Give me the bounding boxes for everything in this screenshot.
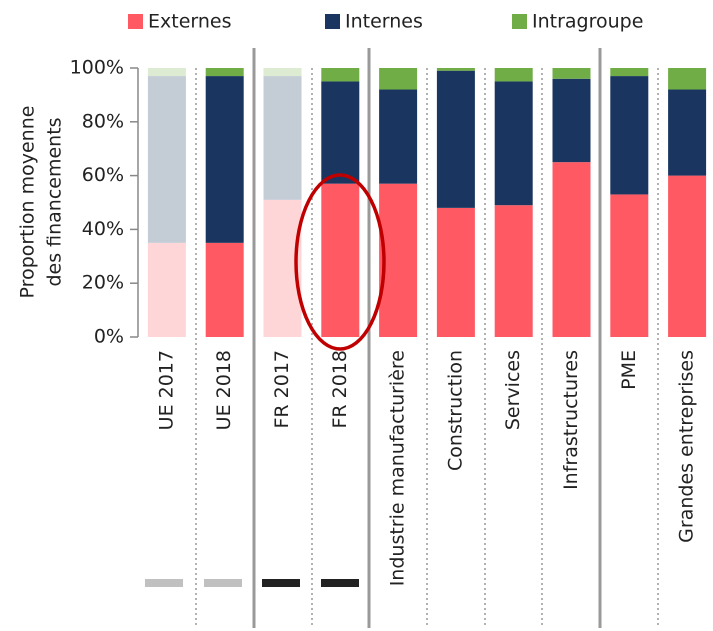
bar-segment bbox=[205, 242, 244, 337]
marker bbox=[204, 579, 242, 587]
bar-segment bbox=[379, 89, 418, 184]
y-tick-label: 80% bbox=[82, 110, 124, 132]
x-tick-label: Grandes entreprises bbox=[676, 350, 698, 543]
marker bbox=[145, 579, 183, 587]
x-tick-label: Infrastructures bbox=[560, 350, 582, 490]
bar-segment bbox=[263, 76, 302, 200]
bar-segment bbox=[147, 76, 186, 243]
y-tick-label: 60% bbox=[82, 164, 124, 186]
y-tick-label: 40% bbox=[82, 218, 124, 240]
bar-segment bbox=[147, 242, 186, 337]
bar-segment bbox=[436, 68, 475, 71]
bar-segment bbox=[321, 68, 360, 82]
highlight-ellipse bbox=[294, 173, 386, 351]
legend-swatch bbox=[512, 14, 527, 29]
marker bbox=[321, 579, 359, 587]
bar-segment bbox=[552, 78, 591, 163]
x-tick-label: FR 2018 bbox=[329, 350, 351, 429]
x-tick-label: UE 2018 bbox=[213, 350, 235, 430]
legend-label: Internes bbox=[345, 11, 423, 33]
legend-label: Intragroupe bbox=[532, 11, 643, 33]
marker bbox=[262, 579, 300, 587]
bar-segment bbox=[610, 68, 649, 77]
legend-swatch bbox=[128, 14, 143, 29]
x-tick-label: FR 2017 bbox=[271, 350, 293, 429]
separators bbox=[195, 48, 659, 628]
x-tick-label: Services bbox=[502, 350, 524, 430]
bar-segment bbox=[552, 162, 591, 337]
bar-segment bbox=[668, 68, 707, 90]
bar-segment bbox=[494, 81, 533, 206]
bar-segment bbox=[436, 207, 475, 337]
bar-segment bbox=[321, 183, 360, 337]
bar-segment bbox=[321, 81, 360, 184]
bar-segment bbox=[205, 76, 244, 243]
y-tick-label: 20% bbox=[82, 272, 124, 294]
bar-segment bbox=[552, 68, 591, 79]
bar-segment bbox=[494, 68, 533, 82]
bar-segment bbox=[205, 68, 244, 77]
bar-segment bbox=[494, 205, 533, 337]
bar-segment bbox=[147, 68, 186, 77]
y-axis-title: des financements bbox=[44, 117, 66, 286]
x-tick-label: Construction bbox=[444, 350, 466, 471]
x-tick-label: PME bbox=[618, 350, 640, 390]
bar-segment bbox=[668, 175, 707, 337]
bar-segment bbox=[263, 68, 302, 77]
legend-label: Externes bbox=[148, 11, 232, 33]
bar-segment bbox=[610, 76, 649, 195]
x-tick-label: UE 2017 bbox=[155, 350, 177, 430]
legend-swatch bbox=[325, 14, 340, 29]
period-markers bbox=[145, 579, 359, 587]
y-tick-label: 0% bbox=[94, 326, 124, 348]
bar-segment bbox=[668, 89, 707, 176]
x-tick-label: Industrie manufacturière bbox=[387, 350, 409, 586]
bar-segment bbox=[610, 194, 649, 337]
bar-segment bbox=[436, 70, 475, 208]
bar-segment bbox=[379, 68, 418, 90]
y-axis-title: Proportion moyenne bbox=[17, 106, 39, 299]
y-tick-label: 100% bbox=[70, 57, 124, 79]
